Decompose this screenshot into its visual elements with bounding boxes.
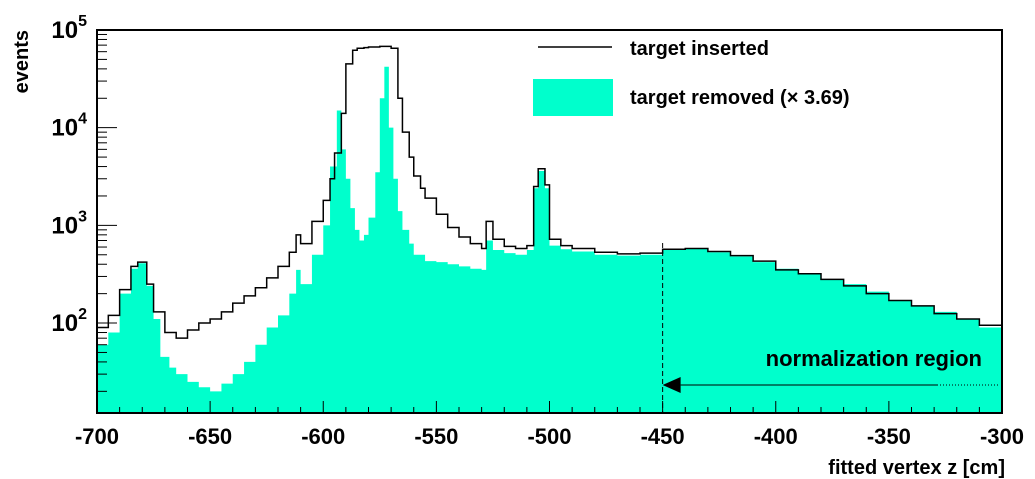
- inserted-histogram-line: [97, 45, 1003, 339]
- x-tick-label: -650: [188, 424, 232, 449]
- x-tick-label: -700: [75, 424, 119, 449]
- y-tick-label: 102: [51, 306, 87, 337]
- normalization-annotation: normalization region: [662, 243, 1000, 413]
- x-tick-labels: -700 -650 -600 -550 -500 -450 -400 -350 -300: [75, 424, 1024, 449]
- x-tick-label: -500: [527, 424, 571, 449]
- x-tick-label: -600: [301, 424, 345, 449]
- x-tick-label: -400: [754, 424, 798, 449]
- y-tick-label: 105: [51, 13, 87, 44]
- legend: target inserted target removed (× 3.69): [533, 38, 850, 116]
- x-tick-label: -550: [414, 424, 458, 449]
- y-axis-label: events: [11, 30, 33, 93]
- legend-fill-label: target removed (× 3.69): [630, 87, 850, 109]
- x-tick-label: -450: [641, 424, 685, 449]
- x-axis-label: fitted vertex z [cm]: [828, 457, 1005, 479]
- axis-ticks: [96, 29, 1003, 413]
- normalization-label: normalization region: [766, 346, 982, 371]
- x-tick-label: -350: [867, 424, 911, 449]
- inserted-histogram-path: [97, 45, 1003, 339]
- y-tick-label: 103: [51, 208, 87, 239]
- y-tick-labels: 102 103 104 105: [51, 13, 87, 337]
- x-tick-label: -300: [980, 424, 1024, 449]
- normalization-arrow-head: [662, 377, 681, 393]
- y-tick-label: 104: [51, 111, 87, 142]
- legend-fill-swatch: [533, 79, 613, 116]
- legend-line-label: target inserted: [630, 38, 769, 60]
